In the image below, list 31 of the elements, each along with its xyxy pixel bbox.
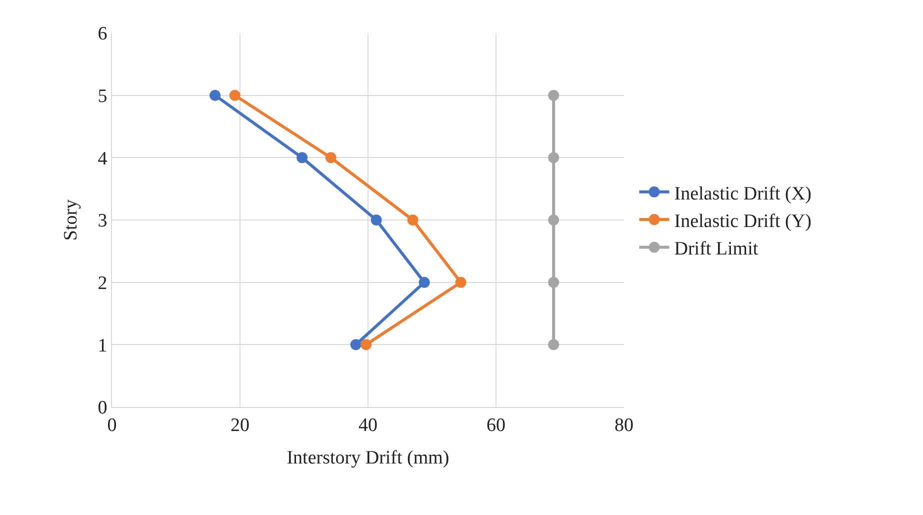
point	[210, 90, 221, 101]
x-axis-title: Interstory Drift (mm)	[286, 448, 450, 469]
point	[296, 152, 308, 164]
x-tick-label: 20	[230, 414, 250, 436]
legend-label: Inelastic Drift (Y)	[674, 210, 812, 232]
legend-label: Inelastic Drift (X)	[674, 183, 812, 204]
point	[229, 90, 240, 101]
point	[548, 214, 560, 226]
point	[455, 276, 466, 288]
y-tick-label: 6	[98, 24, 108, 45]
point	[325, 152, 336, 164]
y-tick-label: 5	[98, 86, 108, 107]
y-tick-label: 2	[98, 272, 108, 294]
x-tick-label: 40	[358, 414, 378, 436]
x-tick-label: 80	[614, 414, 634, 436]
legend-label: Drift Limit	[674, 238, 759, 260]
x-tick-label: 60	[486, 414, 506, 436]
point	[370, 214, 382, 226]
point	[418, 276, 430, 288]
y-tick-label: 1	[98, 335, 108, 356]
point	[548, 339, 560, 350]
point	[548, 276, 560, 288]
point	[548, 152, 560, 164]
y-tick-label: 0	[98, 398, 108, 419]
point	[407, 214, 418, 226]
y-tick-label: 3	[98, 210, 108, 232]
point	[360, 339, 372, 350]
y-tick-label: 4	[98, 148, 108, 170]
point	[350, 339, 362, 350]
point	[548, 90, 560, 101]
y-axis-title: Story	[60, 198, 82, 241]
